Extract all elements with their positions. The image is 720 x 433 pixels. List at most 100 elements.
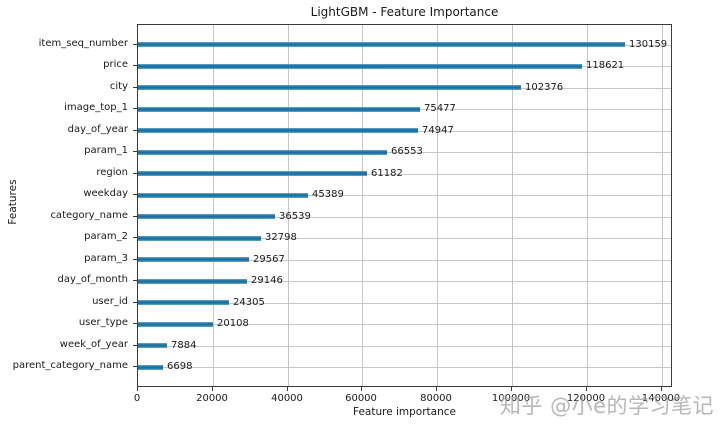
y-tick-mark [133,65,137,66]
bar [138,257,249,262]
bar [138,64,582,69]
bar-value-label: 75477 [424,103,456,114]
y-tick-mark [133,323,137,324]
x-tick-mark [661,387,662,391]
x-gridline [512,25,513,386]
x-tick-mark [361,387,362,391]
x-gridline [288,25,289,386]
y-tick-mark [133,237,137,238]
y-tick-label: user_type [78,317,128,328]
bar [138,279,247,284]
y-gridline [138,152,671,153]
x-gridline [213,25,214,386]
y-tick-label: day_of_year [67,124,128,135]
y-tick-label: item_seq_number [38,38,128,49]
bar-value-label: 74947 [422,125,454,136]
plot-area: 130159 118621 102376 75477 74947 66553 61182 45… [137,24,672,387]
bar [138,42,625,47]
y-tick-mark [133,44,137,45]
y-tick-mark [133,345,137,346]
x-tick-label: 100000 [491,393,531,404]
bar [138,343,167,348]
bar-value-label: 36539 [279,211,311,222]
y-tick-mark [133,302,137,303]
x-tick-label: 60000 [345,393,377,404]
y-tick-mark [133,194,137,195]
y-tick-label: parent_category_name [12,360,128,371]
bar-value-label: 6698 [167,361,193,372]
y-tick-label: param_1 [84,145,128,156]
x-tick-mark [137,387,138,391]
y-tick-label: week_of_year [59,339,128,350]
y-tick-mark [133,366,137,367]
bar-value-label: 32798 [265,232,297,243]
bar-value-label: 45389 [312,189,344,200]
y-tick-mark [133,87,137,88]
bar [138,300,229,305]
x-gridline [662,25,663,386]
watermark: 知乎 @小e的学习笔记 [499,394,714,418]
bar-value-label: 29567 [253,254,285,265]
y-tick-label: param_3 [84,253,128,264]
y-tick-label: image_top_1 [64,102,128,113]
y-gridline [138,238,671,239]
bar-value-label: 130159 [629,39,668,50]
x-tick-mark [212,387,213,391]
chart-title: LightGBM - Feature Importance [310,5,499,19]
y-tick-mark [133,173,137,174]
x-tick-label: 140000 [641,393,681,404]
y-tick-mark [133,280,137,281]
bar-value-label: 61182 [371,168,403,179]
bar [138,322,213,327]
bar [138,150,387,155]
x-tick-label: 0 [133,393,141,404]
bar-value-label: 7884 [171,340,197,351]
bar [138,171,367,176]
y-gridline [138,195,671,196]
x-tick-mark [511,387,512,391]
x-tick-mark [436,387,437,391]
x-gridline [437,25,438,386]
x-tick-label: 120000 [566,393,606,404]
bar-value-label: 29146 [251,275,283,286]
x-gridline [587,25,588,386]
y-tick-label: day_of_month [57,274,129,285]
y-tick-label: city [109,81,128,92]
y-gridline [138,260,671,261]
x-tick-mark [586,387,587,391]
y-gridline [138,324,671,325]
y-tick-label: region [96,167,128,178]
bar-value-label: 102376 [525,82,564,93]
y-gridline [138,217,671,218]
y-tick-label: param_2 [84,231,128,242]
bar [138,214,275,219]
bar-value-label: 66553 [391,146,423,157]
y-tick-mark [133,108,137,109]
bar [138,128,418,133]
bar [138,193,308,198]
bar [138,365,163,370]
x-tick-mark [287,387,288,391]
bar [138,85,521,90]
bar [138,236,261,241]
y-tick-mark [133,151,137,152]
bar-value-label: 118621 [586,60,625,71]
bar-value-label: 20108 [217,318,249,329]
x-axis-label: Feature importance [352,406,456,418]
bar [138,107,420,112]
x-tick-label: 20000 [196,393,228,404]
y-tick-label: category_name [50,210,128,221]
x-gridline [362,25,363,386]
y-tick-mark [133,216,137,217]
y-tick-mark [133,259,137,260]
y-gridline [138,174,671,175]
y-tick-label: user_id [92,296,128,307]
y-gridline [138,367,671,368]
y-tick-label: price [103,59,128,70]
bar-value-label: 24305 [233,297,265,308]
x-tick-label: 40000 [271,393,303,404]
y-gridline [138,346,671,347]
x-tick-label: 80000 [420,393,452,404]
y-tick-label: weekday [83,188,128,199]
